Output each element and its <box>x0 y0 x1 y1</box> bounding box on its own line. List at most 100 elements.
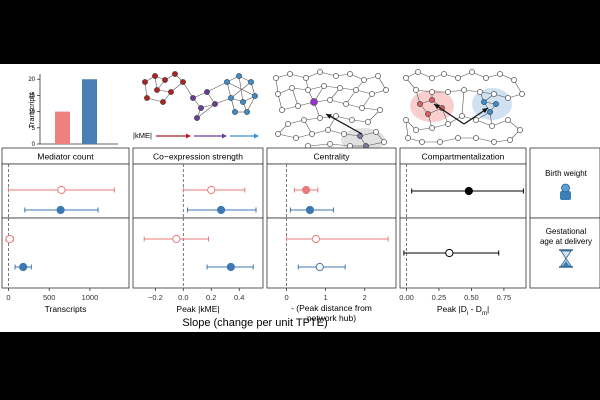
x-tick-label: 0.75 <box>497 293 512 302</box>
network-arrow <box>325 113 363 135</box>
x-axis-label-subscript: i <box>467 311 468 317</box>
network-node <box>361 77 367 83</box>
inset-y-ticks: 0 5 10 15 20 <box>28 77 40 148</box>
x-tick-label: 0.4 <box>234 293 244 302</box>
network-node <box>343 101 349 107</box>
network-node <box>377 107 383 113</box>
network-edge <box>196 103 216 119</box>
network-node <box>461 87 467 93</box>
scale-icon <box>560 183 571 200</box>
strip-label-gest-line1: Gestational <box>546 227 587 236</box>
x-axis-label-part: Peak |D <box>437 304 467 314</box>
panel-row-box <box>132 217 264 289</box>
network-node <box>325 127 331 133</box>
network-node <box>236 73 242 79</box>
network-node <box>303 75 309 81</box>
network-node <box>459 113 465 119</box>
forest-panel: Mediator count 0 500 1000 Transcripts <box>1 147 130 314</box>
x-tick-label: 0.0 <box>178 293 188 302</box>
x-axis-label-line1: - (Peak distance from <box>291 303 372 313</box>
x-tick-label: 0.50 <box>464 293 479 302</box>
network-node <box>481 99 487 105</box>
x-tick-label: 0.25 <box>432 293 447 302</box>
network-arrowhead <box>434 104 440 110</box>
x-tick-label: −0.2 <box>148 293 163 302</box>
x-axis-label-part: - D <box>468 304 482 314</box>
network-node <box>373 129 379 135</box>
network-node <box>473 117 479 123</box>
network-node <box>353 87 359 93</box>
network-node <box>403 75 409 81</box>
network-node <box>491 139 497 145</box>
scale-icon-body <box>560 191 571 200</box>
network-node <box>429 89 435 95</box>
network-node <box>162 77 168 83</box>
network-node <box>154 87 160 93</box>
network-node <box>359 105 365 111</box>
kme-gradient-legend: |kME| <box>133 131 259 140</box>
scale-icon-dial <box>561 183 570 193</box>
network-node <box>511 77 517 83</box>
point-estimate <box>57 185 66 195</box>
network-node <box>365 119 371 125</box>
network-node <box>204 89 210 95</box>
network-node <box>317 69 323 75</box>
network-node <box>327 97 333 103</box>
forest-panel: Compartmentalization 0.00 0.25 0.50 0.75 Peak… <box>399 147 527 317</box>
network-node <box>333 73 339 79</box>
panel-title: Compartmentalization <box>422 152 505 162</box>
x-tick-label: 0 <box>6 293 10 302</box>
network-node <box>333 113 339 119</box>
point-estimate <box>315 262 324 272</box>
network-edge <box>361 107 381 111</box>
point-estimate <box>207 185 216 195</box>
network-node <box>144 95 150 101</box>
compartment-network-illustration <box>403 69 525 145</box>
network-node <box>445 89 451 95</box>
network-node <box>273 75 279 81</box>
x-tick-label: 1000 <box>82 293 99 302</box>
hourglass-icon <box>559 249 573 268</box>
network-node <box>232 109 238 115</box>
x-tick-label: 0 <box>284 293 288 302</box>
forest-plot-panels: Mediator count 0 500 1000 Transcripts Co−expr… <box>1 147 527 323</box>
network-node <box>172 71 178 77</box>
network-edge <box>277 133 297 139</box>
figure-canvas: Transcripts 0 5 10 15 20 |kME| Mediator cou <box>0 64 600 332</box>
network-node <box>419 139 425 145</box>
network-node <box>519 91 525 97</box>
network-node <box>287 71 293 77</box>
kme-label: |kME| <box>133 131 152 140</box>
network-node <box>337 85 343 91</box>
network-edge <box>439 137 459 143</box>
network-node <box>152 73 158 79</box>
network-edge <box>405 119 409 139</box>
network-node <box>248 79 254 85</box>
network-node <box>279 107 285 113</box>
kme-arrowhead-red <box>186 133 191 139</box>
network-arrow <box>433 103 465 125</box>
network-node <box>212 101 218 107</box>
network-node <box>285 121 291 127</box>
network-node <box>369 91 375 97</box>
network-node <box>160 99 166 105</box>
hourglass-sand <box>562 261 570 266</box>
forest-panel: Co−expression strength −0.2 0.0 0.2 0.4 Peak … <box>132 147 264 314</box>
inset-bar <box>55 111 70 144</box>
network-node <box>469 69 475 75</box>
network-edge <box>182 81 194 99</box>
network-node <box>341 131 347 137</box>
network-node <box>309 131 315 137</box>
network-node <box>180 79 186 85</box>
network-node <box>317 115 323 121</box>
panel-title: Centrality <box>314 152 351 162</box>
point-estimate <box>216 205 226 215</box>
point-estimate <box>445 248 454 258</box>
network-node <box>437 139 443 145</box>
centrality-network-illustration <box>273 69 389 152</box>
network-node <box>190 95 196 101</box>
inset-ytick-label: 10 <box>28 110 35 116</box>
network-edge <box>206 81 228 93</box>
network-node <box>289 85 295 91</box>
